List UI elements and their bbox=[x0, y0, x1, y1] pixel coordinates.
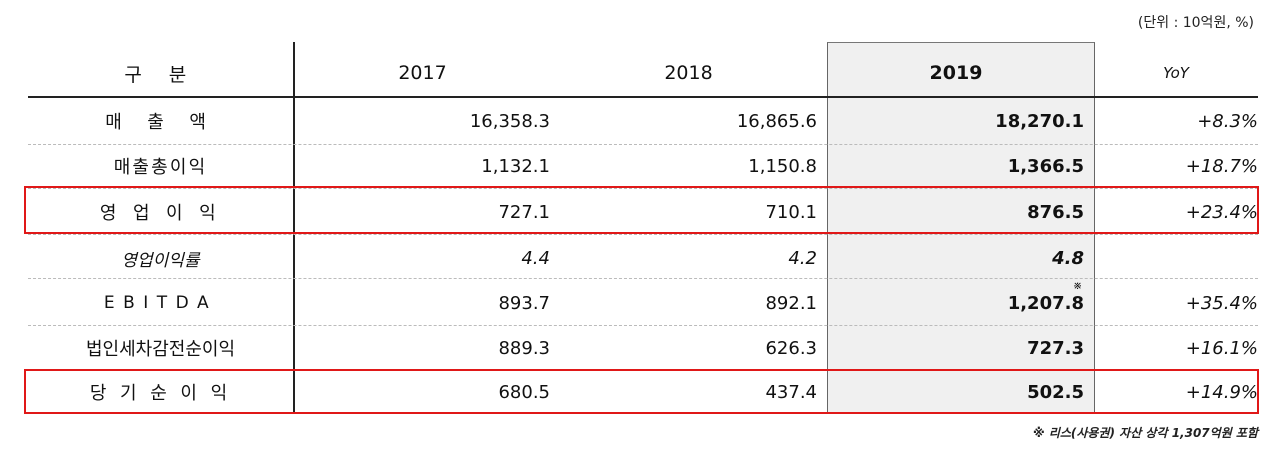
cell-2019: 18,270.1 bbox=[995, 110, 1084, 132]
cell-yoy: +8.3% bbox=[1197, 110, 1258, 132]
column-2019-highlight bbox=[827, 42, 1095, 413]
row-separator bbox=[28, 325, 1258, 326]
cell-2019: 1,207.8 bbox=[1007, 292, 1084, 314]
highlight-box-operating-profit bbox=[24, 186, 1259, 234]
header-separator bbox=[28, 96, 1258, 98]
row-label: 법인세차감전순이익 bbox=[85, 339, 236, 360]
table-row-operating-margin: 영업이익률 4.4 4.2 4.8 bbox=[28, 236, 1258, 280]
row-separator bbox=[28, 234, 1258, 235]
table-row-pretax-income: 법인세차감전순이익 889.3 626.3 727.3 +16.1% bbox=[28, 326, 1258, 370]
cell-2017: 893.7 bbox=[498, 292, 550, 314]
table-row-revenue: 매 출 액 16,358.3 16,865.6 18,270.1 +8.3% bbox=[28, 98, 1258, 144]
header-2018: 2018 bbox=[664, 62, 713, 84]
cell-2017: 727.1 bbox=[498, 201, 550, 223]
cell-yoy: +18.7% bbox=[1185, 155, 1258, 177]
cell-2018: 4.2 bbox=[788, 247, 817, 269]
cell-2019: 502.5 bbox=[1027, 381, 1084, 403]
cell-2017: 4.4 bbox=[521, 247, 550, 269]
table-header: 구 분 2017 2018 2019 YoY bbox=[28, 50, 1258, 96]
row-separator bbox=[28, 188, 1258, 189]
table-row-gross-profit: 매출총이익 1,132.1 1,150.8 1,366.5 +18.7% bbox=[28, 144, 1258, 188]
table-row-net-income: 당 기 순 이 익 680.5 437.4 502.5 +14.9% bbox=[28, 371, 1258, 413]
cell-2019: 1,366.5 bbox=[1007, 155, 1084, 177]
row-label: 영 업 이 익 bbox=[99, 203, 222, 224]
cell-2018: 892.1 bbox=[765, 292, 817, 314]
cell-yoy: +14.9% bbox=[1185, 381, 1258, 403]
highlight-box-net-income bbox=[24, 369, 1259, 414]
header-yoy: YoY bbox=[1163, 64, 1189, 82]
row-separator bbox=[28, 278, 1258, 279]
cell-2018: 710.1 bbox=[765, 201, 817, 223]
footnote: ※ 리스(사용권) 자산 상각 1,307억원 포함 bbox=[1032, 426, 1258, 440]
row-label: 매 출 액 bbox=[105, 112, 216, 133]
cell-2019: 4.8 bbox=[1052, 247, 1084, 269]
cell-2017: 1,132.1 bbox=[481, 155, 550, 177]
cell-2018: 1,150.8 bbox=[748, 155, 817, 177]
row-separator bbox=[28, 144, 1258, 145]
table-row-ebitda: EBITDA 893.7 892.1 1,207.8 +35.4% bbox=[28, 280, 1258, 326]
cell-yoy: +23.4% bbox=[1185, 201, 1258, 223]
cell-yoy: +16.1% bbox=[1185, 337, 1258, 359]
header-label: 구 분 bbox=[124, 63, 197, 86]
header-2017: 2017 bbox=[398, 62, 447, 84]
cell-yoy: +35.4% bbox=[1185, 292, 1258, 314]
row-label: 매출총이익 bbox=[113, 157, 208, 178]
cell-2017: 889.3 bbox=[498, 337, 550, 359]
table-row-operating-profit: 영 업 이 익 727.1 710.1 876.5 +23.4% bbox=[28, 190, 1258, 234]
ebitda-note-mark: ※ bbox=[1073, 279, 1083, 292]
cell-2018: 16,865.6 bbox=[736, 110, 817, 132]
row-label: 영업이익률 bbox=[121, 250, 200, 271]
label-column-divider bbox=[293, 42, 295, 412]
cell-2019: 727.3 bbox=[1027, 337, 1084, 359]
header-2019: 2019 bbox=[929, 62, 983, 84]
cell-2017: 16,358.3 bbox=[469, 110, 550, 132]
cell-2019: 876.5 bbox=[1027, 201, 1084, 223]
row-label: 당 기 순 이 익 bbox=[89, 383, 232, 404]
row-label: EBITDA bbox=[103, 293, 218, 313]
cell-yoy bbox=[1094, 236, 1258, 280]
cell-2018: 626.3 bbox=[765, 337, 817, 359]
cell-2018: 437.4 bbox=[765, 381, 817, 403]
unit-note: (단위 : 10억원, %) bbox=[1137, 15, 1254, 31]
cell-2017: 680.5 bbox=[498, 381, 550, 403]
